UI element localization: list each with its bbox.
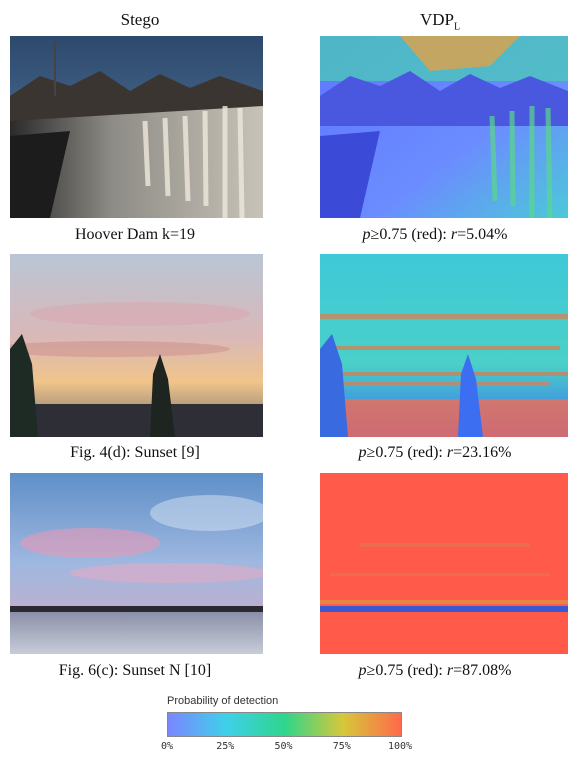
vdp-column-header: VDPL [340,10,540,32]
detection-caption-hoover-dam: p≥0.75 (red): r=5.04% [300,226,570,244]
stego-image-sunset-n [10,473,263,654]
vdp-header-subscript: L [453,21,461,33]
stego-column-header: Stego [120,10,160,29]
colorbar-tick-label: 75% [332,741,351,752]
caption-ratio-value: =87.08% [453,662,512,679]
colorbar-tick-label: 50% [274,741,293,752]
detection-caption-sunset: p≥0.75 (red): r=23.16% [300,444,570,462]
caption-r-symbol: r [446,662,454,679]
caption-ratio-value: =23.16% [453,444,512,461]
colorbar-tick-label: 0% [160,741,174,752]
caption-r-symbol: r [446,444,454,461]
caption-r-symbol: r [450,226,458,243]
caption-threshold: ≥0.75 (red): [366,444,447,461]
caption-p-symbol: p [358,444,367,461]
caption-hoover-dam: Hoover Dam k=19 [74,226,196,243]
vdp-header-main: VDP [419,10,454,29]
caption-sunset: Fig. 4(d): Sunset [9] [70,444,200,461]
vdp-heatmap-hoover-dam [320,36,568,218]
stego-image-hoover-dam [10,36,263,218]
caption-ratio-value: =5.04% [457,226,508,243]
detection-caption-sunset-n: p≥0.75 (red): r=87.08% [300,662,570,680]
colorbar-tick-label: 100% [387,741,413,752]
caption-p-symbol: p [358,662,367,679]
stego-image-sunset [10,254,263,437]
colorbar-title: Probability of detection [167,695,279,707]
colorbar [167,712,402,737]
colorbar-tick-label: 25% [216,741,235,752]
caption-sunset-n: Fig. 6(c): Sunset N [10] [58,662,212,679]
caption-threshold: ≥0.75 (red): [366,662,447,679]
caption-threshold: ≥0.75 (red): [370,226,451,243]
caption-p-symbol: p [362,226,371,243]
vdp-heatmap-sunset-n [320,473,568,654]
vdp-heatmap-sunset [320,254,568,437]
